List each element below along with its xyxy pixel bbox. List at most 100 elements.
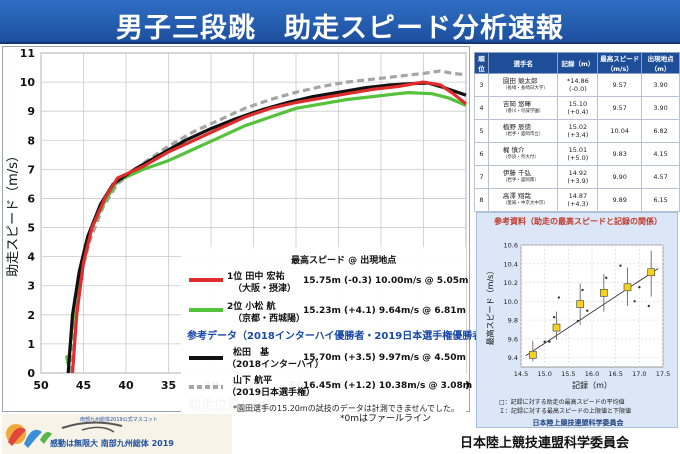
record-value: 14.87	[568, 192, 588, 200]
athlete-name: 植野 辰徳	[502, 123, 531, 131]
cell-point: 3.90	[641, 96, 680, 120]
ref-x-axis-label: 記録（m）	[572, 380, 612, 390]
ref-mean-marker	[528, 350, 537, 359]
x-tick-label: 40	[118, 379, 134, 392]
x-tick-label: 35	[161, 379, 176, 392]
ref-y-tick-label: 10.4	[504, 260, 518, 268]
table-header-row: 順位 選手名 記録（m） 最高スピード（m/s） 出現地点（m）	[474, 52, 680, 74]
reference-panel: 参考資料（助走の最高スピードと記録の関係） 9.4 9.6 9.8 10.0 10.2 1…	[476, 212, 678, 428]
legend-swatch-ref-1	[189, 356, 223, 360]
reference-credit: 日本陸上競技連盟科学委員会	[532, 419, 624, 427]
cell-name: 高澤 翔哉 （愛知・中京大中京）	[487, 188, 559, 212]
ref-x-tick-label: 15.5	[561, 370, 575, 378]
y-tick-label: 11	[20, 47, 35, 60]
ref-y-tick-label: 9.8	[508, 317, 518, 325]
y-tick-label: 4	[27, 251, 35, 264]
legend-swatch-ref-2	[189, 385, 223, 389]
athlete-team: （奈良・奈大付）	[502, 155, 539, 160]
ref-y-tick-label: 9.4	[508, 354, 518, 362]
ref-x-tick-label: 17.0	[632, 370, 646, 378]
ref-x-tick-label: 14.5	[514, 370, 528, 378]
athlete-name: 伊藤 千弘	[502, 169, 531, 177]
reference-legend-range: Ｉ：記録に対する最高スピードの上限値と下限値	[499, 408, 632, 415]
th-name: 選手名	[487, 52, 559, 74]
cell-record: 14.87 (+4.3)	[557, 188, 599, 212]
record-wind: (+0.4)	[567, 108, 589, 116]
ref-trend-line	[525, 268, 659, 357]
cell-rank: 4	[474, 96, 489, 120]
logo-slogan: 感動は無限大 南部九州総体 2019	[50, 439, 174, 448]
athlete-name: 吉岡 悠暉	[502, 100, 531, 108]
cell-name: 伊藤 千弘 （岩手・盛岡南）	[487, 165, 559, 189]
cell-name: 園田 競太郎 （長崎・長崎日大学）	[487, 73, 559, 97]
series-line-4	[69, 69, 467, 374]
ref-y-tick-label: 9.6	[508, 335, 518, 343]
record-value: 15.01	[568, 146, 588, 154]
athlete-team: （愛知・中京大中京）	[502, 201, 548, 206]
cell-record: 15.10 (+0.4)	[557, 96, 599, 120]
ref-scatter-point	[619, 264, 622, 267]
x-tick-label: 50	[33, 379, 49, 392]
cell-speed: 9.89	[597, 188, 643, 212]
legend-ref-stats-2: 16.45m (+1.2) 10.38m/s @ 3.08m	[303, 381, 473, 391]
y-tick-label: 10	[20, 76, 36, 89]
y-tick-label: 8	[27, 134, 35, 147]
record-wind: (+5.0)	[567, 154, 589, 162]
table-row: 7 伊藤 千弘 （岩手・盛岡南） 14.92 (+3.9) 9.90 4.57	[474, 165, 680, 189]
x-tick-label: 45	[76, 379, 91, 392]
cell-rank: 7	[474, 165, 489, 189]
th-speed: 最高スピード（m/s）	[597, 52, 643, 74]
cell-point: 4.15	[641, 142, 680, 166]
cell-point: 3.90	[641, 73, 680, 97]
table-row: 4 吉岡 悠暉 （香川・尽誠学園） 15.10 (+0.4) 9.57 3.90	[474, 96, 680, 120]
ref-y-tick-label: 10.0	[504, 298, 518, 306]
record-value: 15.10	[568, 100, 588, 108]
ref-mean-marker	[576, 300, 585, 308]
cell-point: 6.15	[641, 188, 680, 212]
legend-ref-stats-1: 15.70m (+3.5) 9.97m/s @ 4.50m	[303, 353, 466, 363]
th-record: 記録（m）	[557, 52, 599, 74]
legend-rank-1: 1位 田中 宏祐	[227, 272, 285, 282]
legend-footnote: *園田選手の15.20mの試技のデータは計測できませんでした。	[233, 404, 460, 413]
cell-rank: 3	[474, 73, 489, 97]
cell-speed: 10.04	[597, 119, 643, 143]
legend-ref-meet-1: （2018インターハイ）	[227, 360, 324, 370]
legend-team-2: （京都・西城陽）	[233, 314, 306, 324]
ref-scatter-point	[633, 300, 636, 303]
ref-scatter-point	[543, 340, 546, 343]
athlete-name: 梶 慎介	[502, 146, 525, 154]
y-axis-label: 助走スピード（m/s）	[6, 149, 21, 277]
athlete-team: （岩手・盛岡市立）	[502, 132, 544, 137]
cell-record: 15.02 (+3.4)	[557, 119, 599, 143]
results-table: 順位 選手名 記録（m） 最高スピード（m/s） 出現地点（m） 3 園田 競太郎…	[474, 52, 680, 212]
ref-mean-marker	[552, 323, 561, 332]
reference-legend-mean: □：記録に対する助走の最高スピードの平均値	[499, 399, 625, 406]
record-value: 15.02	[568, 123, 588, 131]
foul-line-note: *0mはファールライン	[340, 414, 431, 424]
cell-point: 6.82	[641, 119, 680, 143]
series-line-1	[70, 80, 468, 374]
cell-point: 4.57	[641, 165, 680, 189]
legend-rank-2: 2位 小松 航	[227, 302, 276, 312]
athlete-team: （岩手・盛岡南）	[502, 178, 539, 183]
ref-y-tick-label: 10.2	[504, 279, 518, 287]
y-tick-label: 2	[27, 309, 35, 322]
record-wind: (-0.0)	[569, 85, 587, 93]
cell-record: 14.92 (+3.9)	[557, 165, 599, 189]
y-tick-label: 7	[27, 163, 35, 176]
y-tick-label: 6	[27, 192, 35, 205]
tournament-logo	[2, 414, 232, 454]
ref-x-tick-label: 15.0	[537, 370, 551, 378]
y-tick-label: 3	[27, 280, 35, 293]
record-value: 14.92	[568, 169, 588, 177]
legend-ref-header: 参考データ（2018インターハイ優勝者・2019日本選手権優勝者）	[187, 331, 493, 342]
legend-header: 最高スピード @ 出現地点	[291, 256, 397, 266]
ref-scatter-point	[586, 309, 589, 312]
table-row: 5 植野 辰徳 （岩手・盛岡市立） 15.02 (+3.4) 10.04 6.82	[474, 119, 680, 143]
record-wind: (+3.4)	[567, 131, 589, 139]
cell-rank: 5	[474, 119, 489, 143]
organization-name: 日本陸上競技連盟科学委員会	[460, 436, 630, 451]
page-title: 男子三段跳 助走スピード分析速報	[116, 13, 564, 44]
legend-ref-name-2: 山下 航平	[233, 376, 273, 386]
cell-speed: 9.57	[597, 96, 643, 120]
